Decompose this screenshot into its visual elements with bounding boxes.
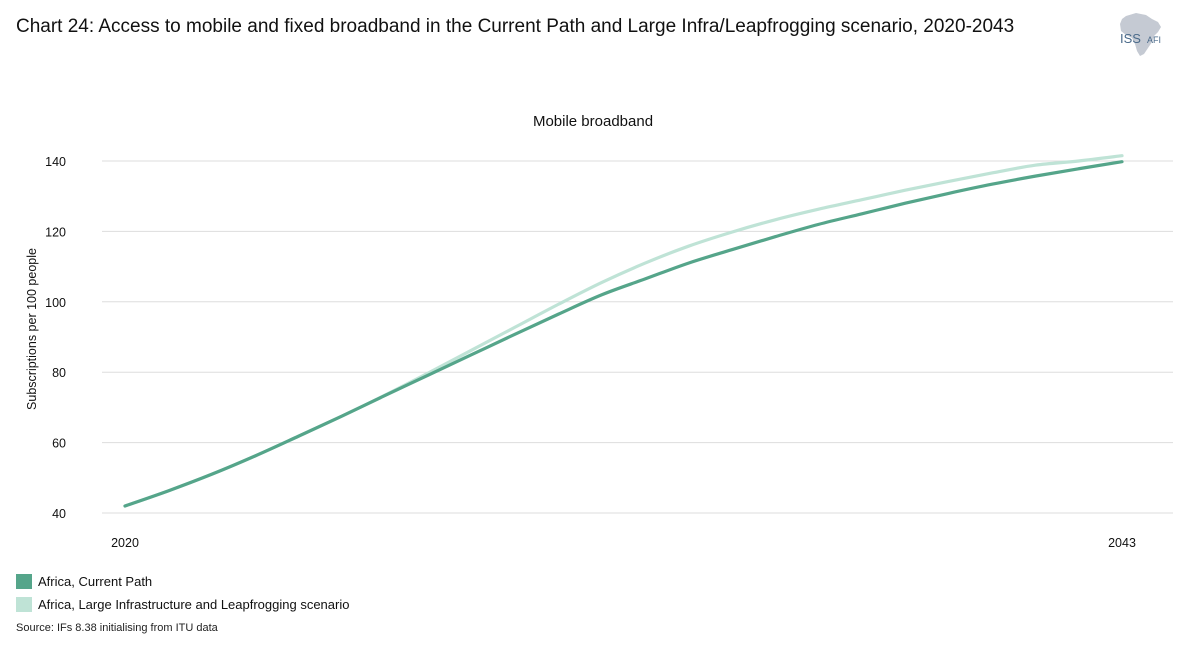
x-tick-label: 2043 (1108, 536, 1136, 550)
x-tick-labels: 2020 2043 (111, 536, 1136, 550)
legend-item-current-path[interactable]: Africa, Current Path (16, 570, 349, 593)
legend: Africa, Current Path Africa, Large Infra… (16, 570, 349, 616)
y-tick-label: 40 (52, 507, 66, 521)
logo-text-sub: AFI (1147, 35, 1161, 45)
y-tick-label: 100 (45, 296, 66, 310)
grid-lines (102, 160, 1173, 514)
source-note: Source: IFs 8.38 initialising from ITU d… (16, 622, 218, 634)
y-tick-label: 60 (52, 437, 66, 451)
legend-swatch-current-path (16, 574, 32, 589)
chart-subtitle: Mobile broadband (533, 113, 653, 130)
y-tick-label: 80 (52, 366, 66, 380)
iss-afi-logo: ISS AFI (1112, 10, 1174, 60)
logo-text-main: ISS (1120, 31, 1141, 46)
y-tick-labels: 40 60 80 100 120 140 (45, 155, 66, 521)
x-tick-label: 2020 (111, 536, 139, 550)
series-line-current-path (123, 160, 1124, 508)
y-axis-label: Subscriptions per 100 people (25, 248, 39, 410)
series-lines (123, 154, 1124, 508)
line-chart: Mobile broadband Subscriptions per 100 p… (25, 113, 1173, 550)
y-tick-label: 120 (45, 225, 66, 239)
legend-swatch-scenario (16, 597, 32, 612)
series-line-scenario (123, 154, 1124, 508)
y-tick-label: 140 (45, 155, 66, 169)
legend-label: Africa, Large Infrastructure and Leapfro… (38, 597, 350, 612)
chart-title: Chart 24: Access to mobile and fixed bro… (16, 16, 1015, 37)
legend-item-scenario[interactable]: Africa, Large Infrastructure and Leapfro… (16, 593, 349, 616)
legend-label: Africa, Current Path (38, 574, 153, 589)
africa-map-icon: ISS AFI (1120, 13, 1161, 56)
